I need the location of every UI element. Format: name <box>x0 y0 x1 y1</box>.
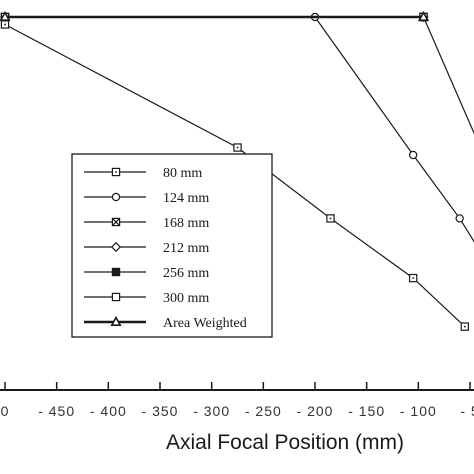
data-point-dot <box>115 171 117 173</box>
data-point-dot <box>412 277 415 279</box>
legend-item: 80 mm <box>84 166 202 181</box>
legend-label: 124 mm <box>163 191 209 206</box>
data-point-cross <box>111 217 121 227</box>
x-tick-labels: 0 - 450 - 400 - 350 - 300 - 250 - 200 - 150 - 10… <box>1 382 474 419</box>
x-tick-label: - 200 <box>297 403 334 419</box>
legend-label: 212 mm <box>163 241 209 256</box>
data-point <box>110 315 122 327</box>
x-tick-label: - 400 <box>90 403 127 419</box>
data-point <box>0 10 11 22</box>
legend-item: 124 mm <box>84 191 209 206</box>
data-point <box>110 241 122 253</box>
data-point <box>455 214 464 223</box>
data-point-dot <box>236 146 239 149</box>
series-80-mm <box>0 20 470 331</box>
legend-label: Area Weighted <box>163 316 247 331</box>
x-tick-label: - 250 <box>245 403 282 419</box>
legend-item: 212 mm <box>84 241 209 256</box>
legend-item: 168 mm <box>84 216 209 231</box>
x-axis-title: Axial Focal Position (mm) <box>166 431 404 454</box>
legend-item: 256 mm <box>84 266 209 281</box>
x-tick-label: - 450 <box>38 403 75 419</box>
legend-item: Area Weighted <box>84 315 247 331</box>
legend-item: 300 mm <box>84 291 209 306</box>
legend-label: 168 mm <box>163 216 209 231</box>
x-tick-label: - 300 <box>193 403 230 419</box>
series-group <box>0 10 474 331</box>
series-168-mm <box>0 12 474 135</box>
x-tick-label: 0 <box>1 403 10 419</box>
data-point <box>417 10 430 22</box>
legend-box <box>71 153 273 338</box>
series-line <box>5 16 474 135</box>
x-tick-label: - 150 <box>348 403 385 419</box>
data-point <box>408 150 418 160</box>
x-tick-label: - 5 <box>460 403 474 419</box>
x-tick-label: - 350 <box>142 403 179 419</box>
legend-label: 256 mm <box>163 266 209 281</box>
data-point <box>111 267 121 277</box>
data-point <box>111 292 121 302</box>
data-point <box>111 192 121 202</box>
data-point-dot <box>329 217 332 220</box>
legend-label: 80 mm <box>163 166 202 181</box>
data-point-dot <box>4 23 6 26</box>
data-point-dot <box>463 325 466 328</box>
legend: 80 mm 124 mm 168 mm 212 mm 256 mm 300 mm Area … <box>71 153 273 338</box>
x-tick-label: - 100 <box>400 403 437 419</box>
legend-label: 300 mm <box>163 291 209 306</box>
series-area-weighted <box>0 10 430 22</box>
